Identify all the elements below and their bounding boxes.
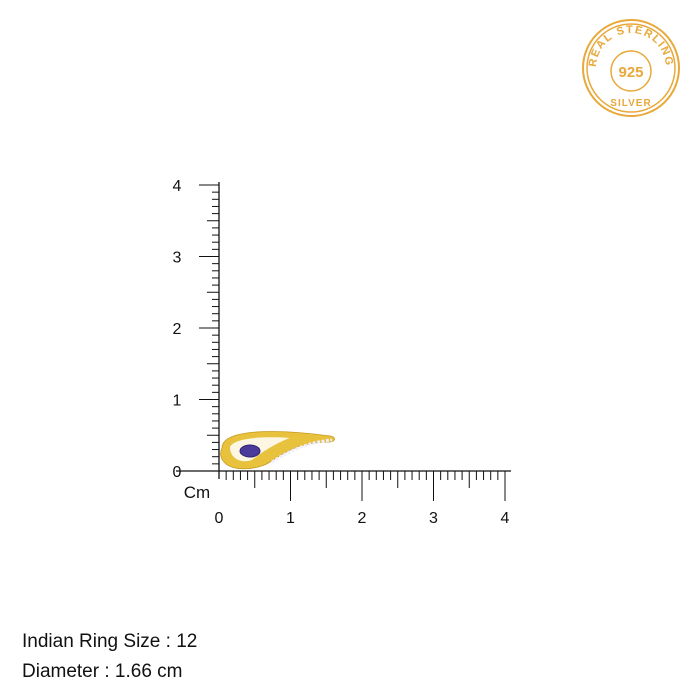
unit-label: Cm xyxy=(184,483,210,502)
y-tick-label: 2 xyxy=(173,321,182,338)
sterling-silver-stamp: REAL STERLING 925 SILVER xyxy=(582,19,680,117)
y-tick-label: 4 xyxy=(173,178,182,195)
diameter-text: Diameter : 1.66 cm xyxy=(22,661,183,682)
stamp-center-text: 925 xyxy=(618,64,643,81)
x-tick-label: 3 xyxy=(429,510,438,527)
y-tick-label: 0 xyxy=(173,464,182,481)
stamp-bottom-text: SILVER xyxy=(610,98,651,109)
x-tick-label: 1 xyxy=(286,510,295,527)
y-tick-label: 1 xyxy=(173,393,182,410)
y-tick-label: 3 xyxy=(173,250,182,267)
ruler: 0 1 2 3 4 0 1 2 3 4 Cm xyxy=(173,178,511,527)
x-tick-label: 0 xyxy=(215,510,224,527)
ring-image xyxy=(220,431,335,470)
ring-size-text: Indian Ring Size : 12 xyxy=(22,631,198,652)
x-tick-label: 2 xyxy=(358,510,367,527)
x-tick-label: 4 xyxy=(501,510,510,527)
